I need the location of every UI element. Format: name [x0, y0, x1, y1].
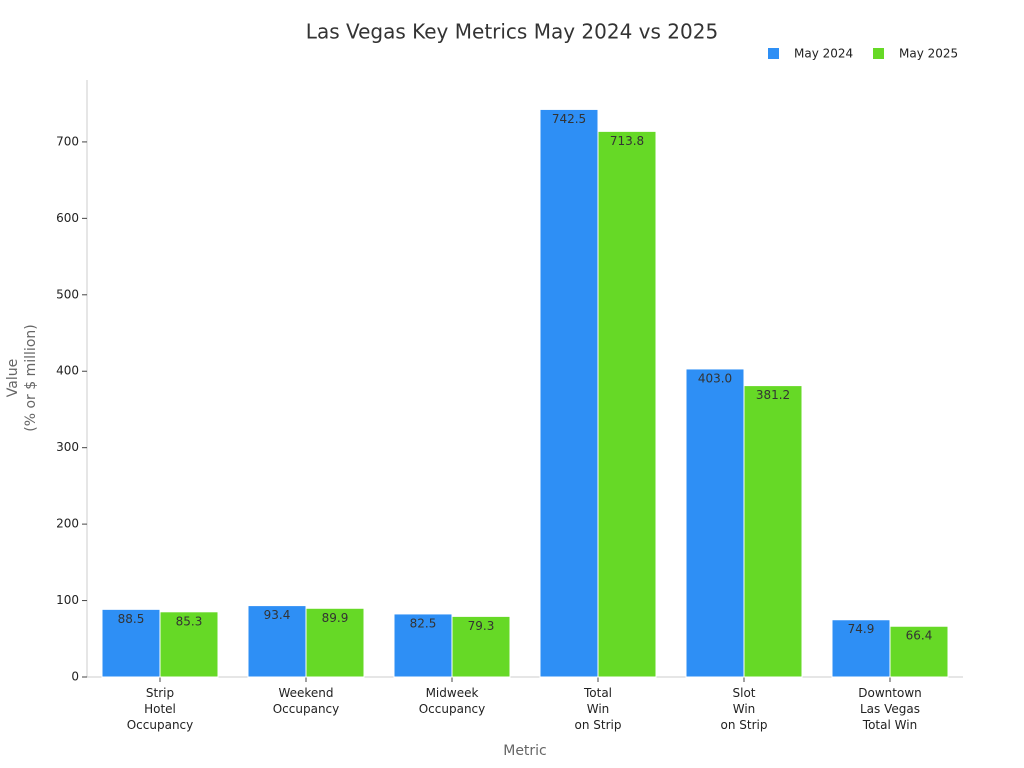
bar — [159, 611, 219, 678]
y-tick-label: 600 — [56, 211, 79, 225]
y-tick-label: 700 — [56, 134, 79, 148]
value-label: 381.2 — [756, 388, 790, 402]
x-tick-label: Downtown Las Vegas Total Win — [858, 686, 921, 732]
value-label: 93.4 — [264, 608, 291, 622]
bar — [305, 607, 365, 678]
bar — [889, 625, 949, 678]
bar — [539, 108, 599, 678]
bar — [685, 368, 745, 678]
bar — [831, 619, 891, 678]
bar — [743, 385, 803, 678]
value-label: 89.9 — [322, 611, 349, 625]
bar — [101, 608, 161, 678]
value-label: 82.5 — [410, 616, 437, 630]
x-tick-label: Slot Win on Strip — [721, 686, 768, 732]
value-label: 85.3 — [176, 614, 203, 628]
legend-swatch — [873, 48, 884, 59]
value-label: 713.8 — [610, 134, 644, 148]
value-label: 79.3 — [468, 619, 495, 633]
value-label: 403.0 — [698, 371, 732, 385]
legend-label: May 2024 — [794, 47, 853, 61]
value-label: 66.4 — [906, 629, 933, 643]
legend-label: May 2025 — [899, 47, 958, 61]
bar — [393, 613, 453, 678]
legend-swatch — [768, 48, 779, 59]
bar — [597, 130, 657, 678]
y-axis-title: Value (% or $ million) — [5, 324, 39, 431]
chart-title: Las Vegas Key Metrics May 2024 vs 2025 — [306, 20, 718, 44]
x-axis-title: Metric — [503, 743, 547, 759]
x-tick-label: Midweek Occupancy — [419, 686, 486, 716]
bar — [247, 605, 307, 678]
value-label: 88.5 — [118, 612, 145, 626]
x-tick-label: Strip Hotel Occupancy — [127, 686, 194, 732]
y-tick-label: 500 — [56, 287, 79, 301]
x-tick-label: Total Win on Strip — [575, 686, 622, 732]
value-label: 74.9 — [848, 622, 875, 636]
y-tick-label: 100 — [56, 593, 79, 607]
bar — [451, 615, 511, 678]
y-tick-label: 400 — [56, 364, 79, 378]
value-label: 742.5 — [552, 112, 586, 126]
y-tick-label: 200 — [56, 517, 79, 531]
y-tick-label: 0 — [71, 670, 79, 684]
x-tick-label: Weekend Occupancy — [273, 686, 340, 716]
y-tick-label: 300 — [56, 440, 79, 454]
